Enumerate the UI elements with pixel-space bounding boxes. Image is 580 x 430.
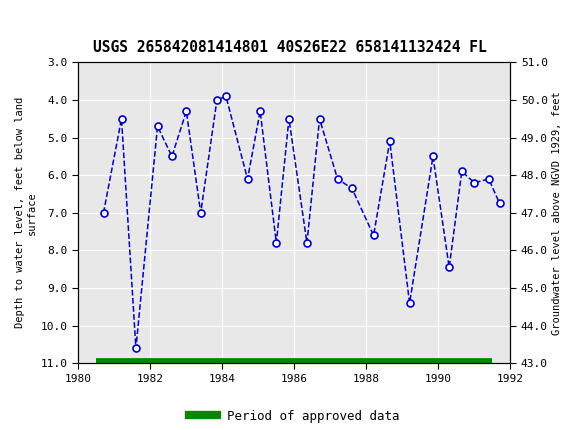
Y-axis label: Depth to water level, feet below land
surface: Depth to water level, feet below land su… xyxy=(15,97,37,329)
Text: ≡USGS: ≡USGS xyxy=(7,12,89,32)
Y-axis label: Groundwater level above NGVD 1929, feet: Groundwater level above NGVD 1929, feet xyxy=(552,91,562,335)
Text: USGS 265842081414801 40S26E22 658141132424 FL: USGS 265842081414801 40S26E22 6581411324… xyxy=(93,40,487,55)
Legend: Period of approved data: Period of approved data xyxy=(184,405,404,428)
